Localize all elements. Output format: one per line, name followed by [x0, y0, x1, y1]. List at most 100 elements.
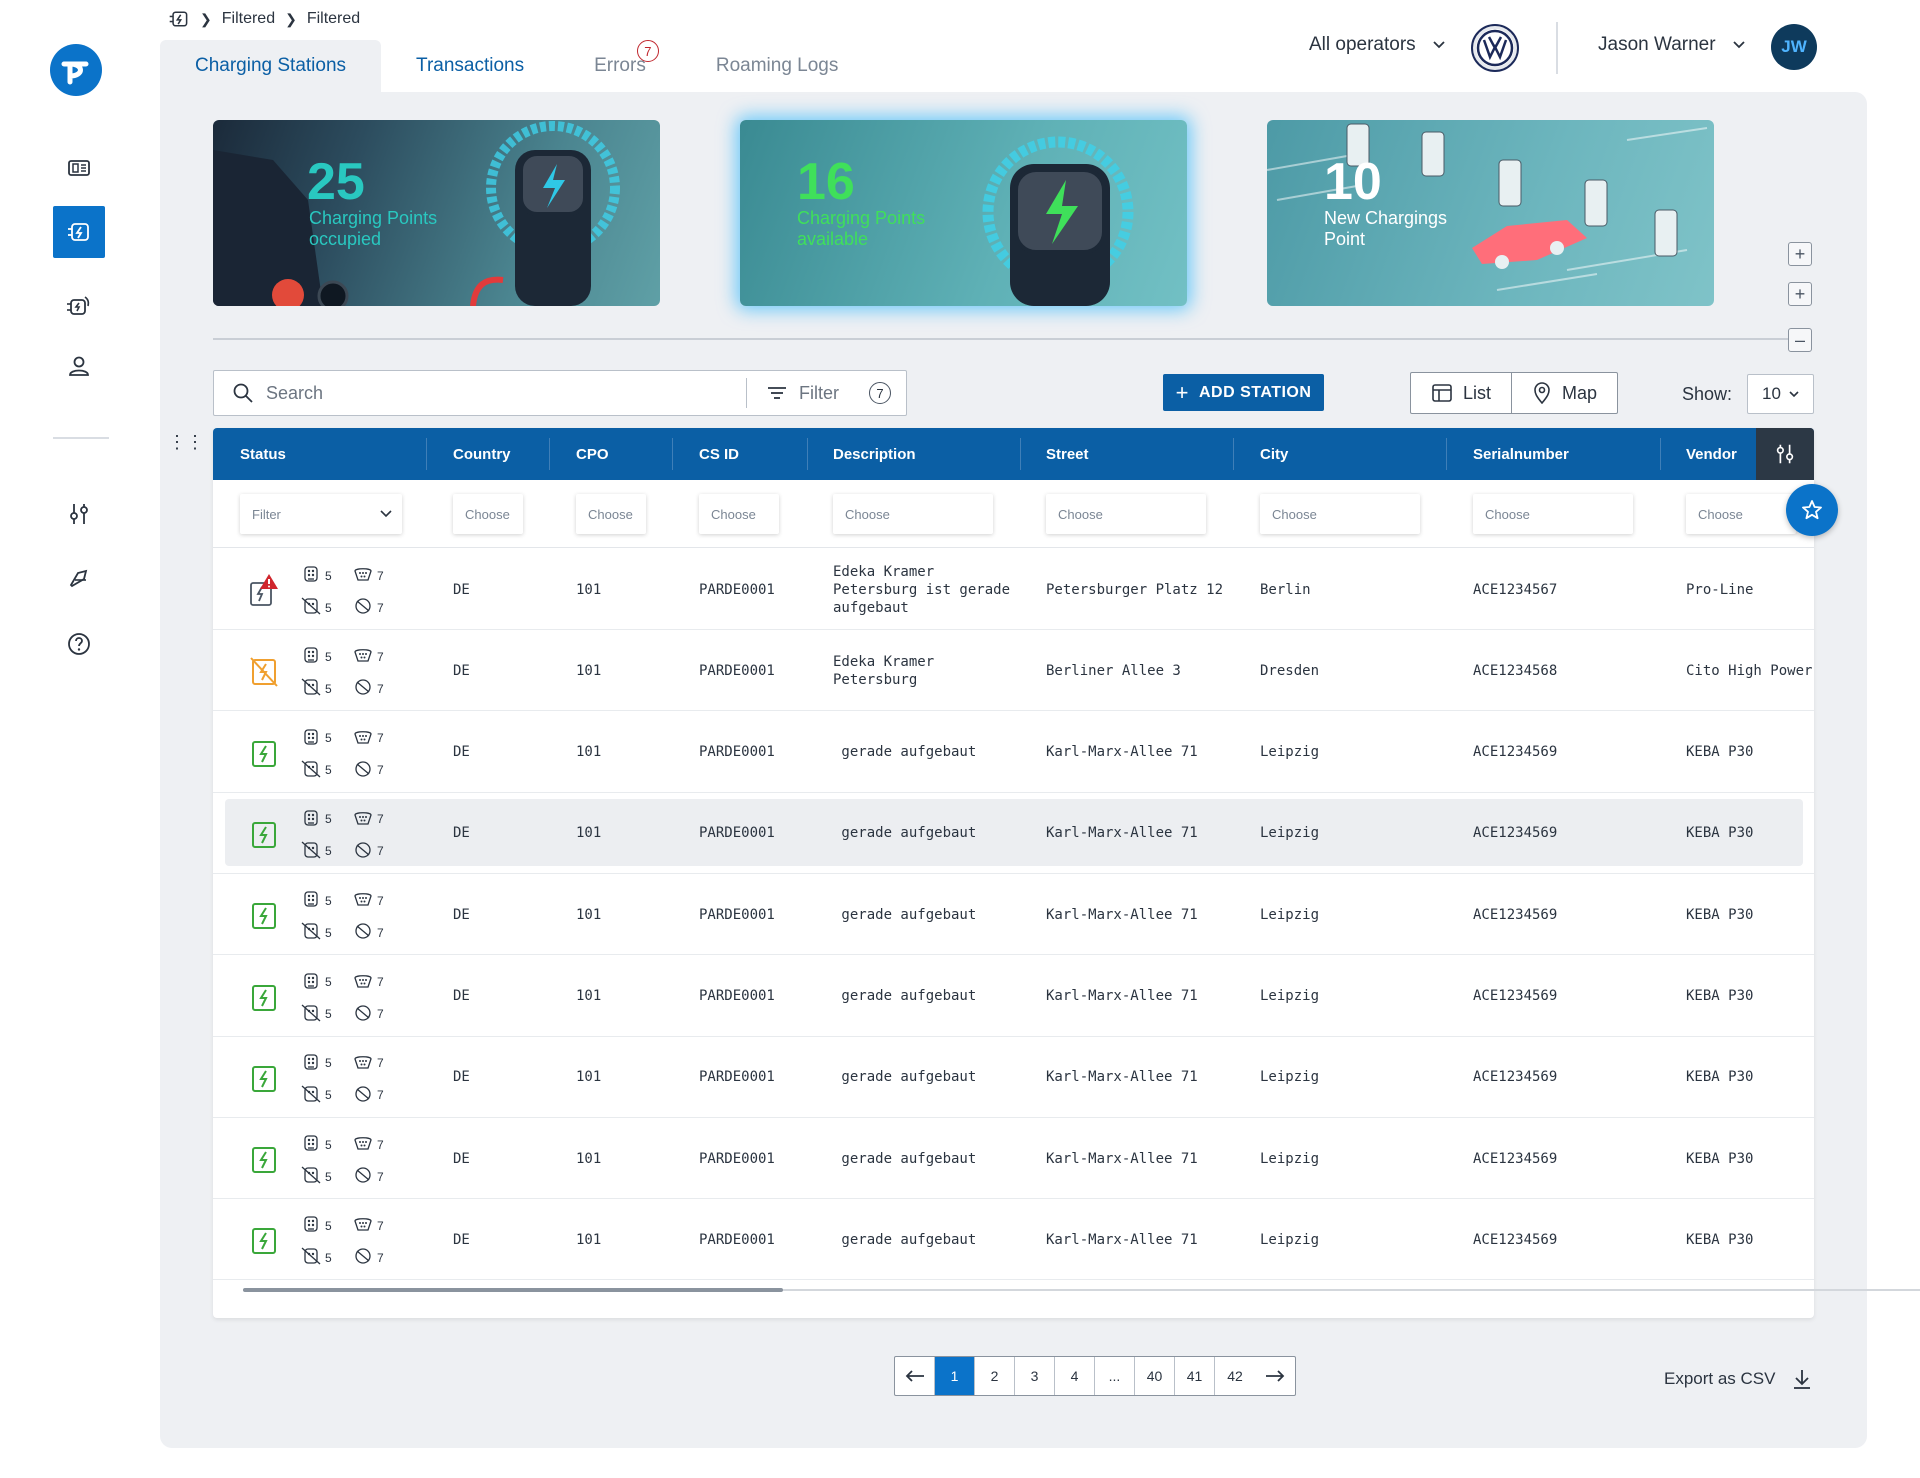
table-row[interactable]: 5 5 7 7 DE 101 PARDE0001 Edeka Kramer Petersburg… [213, 549, 1814, 630]
occupied-card[interactable]: 25 Charging Points occupied [213, 120, 660, 306]
cell-description: gerade aufgebaut [833, 1118, 976, 1199]
breadcrumb-item[interactable]: Filtered [306, 10, 361, 27]
connector-available: 5 [301, 1053, 332, 1074]
new-points-card[interactable]: 10 New Chargings Point [1267, 120, 1714, 306]
serialnumber-filter[interactable]: Choose [1473, 494, 1633, 534]
tab-bar: Charging Stations Transactions Errors 7 R… [160, 40, 873, 92]
connector-count: 7 [377, 568, 384, 583]
status-filter[interactable]: Filter [240, 494, 402, 534]
page-size-select[interactable]: 10 [1747, 374, 1814, 414]
tab-transactions[interactable]: Transactions [381, 40, 559, 92]
table-row[interactable]: 5 5 7 7 DE 101 PARDE0001 gerade aufgebaut Karl-… [213, 956, 1814, 1037]
column-settings-button[interactable] [1756, 428, 1814, 480]
horizontal-scrollbar-thumb[interactable] [243, 1288, 783, 1292]
view-list-button[interactable]: List [1411, 373, 1511, 413]
plug-type2-icon [301, 646, 321, 667]
cell-description: gerade aufgebaut [833, 1199, 976, 1280]
status-ok-icon [249, 817, 279, 851]
column-header-street[interactable]: Street [1046, 445, 1089, 463]
column-header-description[interactable]: Description [833, 445, 916, 463]
filter-button[interactable]: Filter 7 [767, 382, 891, 404]
description-line: gerade aufgebaut [833, 825, 977, 842]
column-header-csid[interactable]: CS ID [699, 445, 740, 463]
brand-logo[interactable] [50, 44, 102, 96]
plus-icon[interactable]: + [1788, 282, 1812, 306]
column-separator [1020, 438, 1021, 470]
page-button[interactable]: 4 [1055, 1357, 1095, 1395]
chevron-down-icon [380, 510, 392, 518]
cell-cpo: 101 [576, 744, 602, 761]
operator-select[interactable]: All operators [1309, 34, 1446, 56]
table-row[interactable]: 5 5 7 7 DE 101 PARDE0001 gerade aufgebaut Karl-… [213, 874, 1814, 956]
cell-csid: PARDE0001 [699, 988, 775, 1004]
column-header-vendor[interactable]: Vendor [1686, 445, 1737, 463]
nav-charging-stations[interactable] [53, 206, 105, 258]
table-row[interactable]: 5 5 7 7 DE 101 PARDE0001 gerade aufgebaut Karl-… [213, 793, 1814, 874]
view-map-button[interactable]: Map [1511, 373, 1617, 413]
page-button[interactable]: 3 [1015, 1357, 1055, 1395]
column-separator [1446, 438, 1447, 470]
tab-roaming-logs[interactable]: Roaming Logs [681, 40, 874, 92]
vw-logo[interactable] [1471, 24, 1519, 72]
cell-csid: PARDE0001 [699, 662, 775, 679]
column-header-status[interactable]: Status [240, 445, 286, 463]
status-error-icon [249, 573, 279, 607]
table-row[interactable]: 5 5 7 7 DE 101 PARDE0001 gerade aufgebaut Karl-… [213, 1199, 1814, 1281]
column-header-city[interactable]: City [1260, 445, 1289, 463]
favorite-button[interactable] [1786, 484, 1838, 536]
arrow-left-icon [905, 1370, 924, 1382]
table-row[interactable]: 5 5 7 7 DE 101 PARDE0001 gerade aufgebaut Karl-… [213, 1037, 1814, 1118]
column-header-serialnumber[interactable]: Serialnumber [1473, 445, 1569, 463]
status-filter-label: Filter [252, 506, 281, 522]
page-button[interactable]: 40 [1135, 1357, 1175, 1395]
connector-count: 7 [377, 1169, 384, 1184]
breadcrumb-item[interactable]: Filtered [221, 10, 276, 27]
avatar[interactable]: JW [1771, 24, 1817, 70]
table-row[interactable]: 5 5 7 7 DE 101 PARDE0001 gerade aufgebaut Karl-… [213, 712, 1814, 793]
nav-users[interactable] [53, 340, 105, 392]
description-filter[interactable]: Choose [833, 494, 993, 534]
tab-errors[interactable]: Errors 7 [559, 40, 681, 92]
connector-count: 7 [377, 1250, 384, 1265]
next-page-button[interactable] [1255, 1357, 1295, 1395]
table-row[interactable]: 5 5 7 7 DE 101 PARDE0001 Edeka Kramer Petersburg… [213, 630, 1814, 712]
plus-icon[interactable]: + [1788, 242, 1812, 266]
nav-help[interactable] [53, 618, 105, 670]
column-header-country[interactable]: Country [453, 445, 511, 463]
error-count-badge: 7 [636, 40, 659, 62]
plug-disabled-icon [353, 1247, 373, 1268]
chevron-right-icon: ❯ [200, 10, 212, 27]
export-csv-button[interactable]: Export as CSV [1664, 1368, 1812, 1390]
cpo-filter[interactable]: Choose [576, 494, 646, 534]
column-header-cpo[interactable]: CPO [576, 445, 609, 463]
nav-roaming[interactable] [53, 280, 105, 332]
page-button[interactable]: 1 [935, 1357, 975, 1395]
country-filter[interactable]: Choose [453, 494, 523, 534]
csid-filter[interactable]: Choose [699, 494, 779, 534]
vendor-filter[interactable]: Choose [1686, 494, 1796, 534]
tab-label: Transactions [416, 55, 525, 76]
connector-count: 5 [325, 844, 332, 859]
nav-tariffs[interactable] [53, 552, 105, 604]
user-menu[interactable]: Jason Warner [1598, 34, 1746, 56]
page-button[interactable]: 42 [1227, 1368, 1243, 1384]
nav-settings[interactable] [53, 488, 105, 540]
charging-station-icon[interactable] [168, 8, 190, 30]
page-button[interactable]: 2 [975, 1357, 1015, 1395]
search-divider [746, 378, 747, 408]
available-card[interactable]: 16 Charging Points available [740, 120, 1187, 306]
page-button[interactable]: 41 [1175, 1357, 1215, 1395]
connector-unavailable: 5 [301, 678, 332, 699]
drag-handle-icon[interactable]: ⋮⋮ [168, 432, 204, 452]
cell-serial: ACE1234569 [1473, 906, 1558, 923]
search-input[interactable] [266, 382, 746, 404]
prev-page-button[interactable] [895, 1357, 935, 1395]
connector-count: 7 [377, 844, 384, 859]
city-filter[interactable]: Choose [1260, 494, 1420, 534]
add-station-button[interactable]: + ADD STATION [1163, 374, 1324, 411]
nav-dashboard[interactable] [53, 142, 105, 194]
street-filter[interactable]: Choose [1046, 494, 1206, 534]
table-row[interactable]: 5 5 7 7 DE 101 PARDE0001 gerade aufgebaut Karl-… [213, 1118, 1814, 1200]
tab-charging-stations[interactable]: Charging Stations [160, 40, 382, 92]
minus-icon[interactable]: – [1788, 328, 1812, 352]
